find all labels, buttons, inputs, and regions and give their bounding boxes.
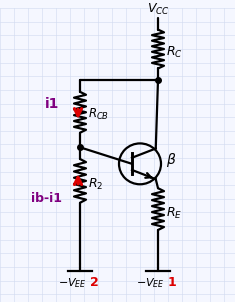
Text: $-V_{EE}$: $-V_{EE}$ <box>136 276 164 290</box>
Text: $R_E$: $R_E$ <box>166 205 182 220</box>
Text: $R_{CB}$: $R_{CB}$ <box>88 107 109 122</box>
Text: ib-i1: ib-i1 <box>31 192 62 205</box>
Text: 1: 1 <box>168 276 177 289</box>
Text: 2: 2 <box>90 276 99 289</box>
Text: $\beta$: $\beta$ <box>166 151 176 169</box>
Text: $V_{CC}$: $V_{CC}$ <box>147 2 169 17</box>
Text: i1: i1 <box>45 98 59 111</box>
Text: $R_2$: $R_2$ <box>88 177 103 192</box>
Text: $R_C$: $R_C$ <box>166 45 183 60</box>
Text: $-V_{EE}$: $-V_{EE}$ <box>58 276 86 290</box>
